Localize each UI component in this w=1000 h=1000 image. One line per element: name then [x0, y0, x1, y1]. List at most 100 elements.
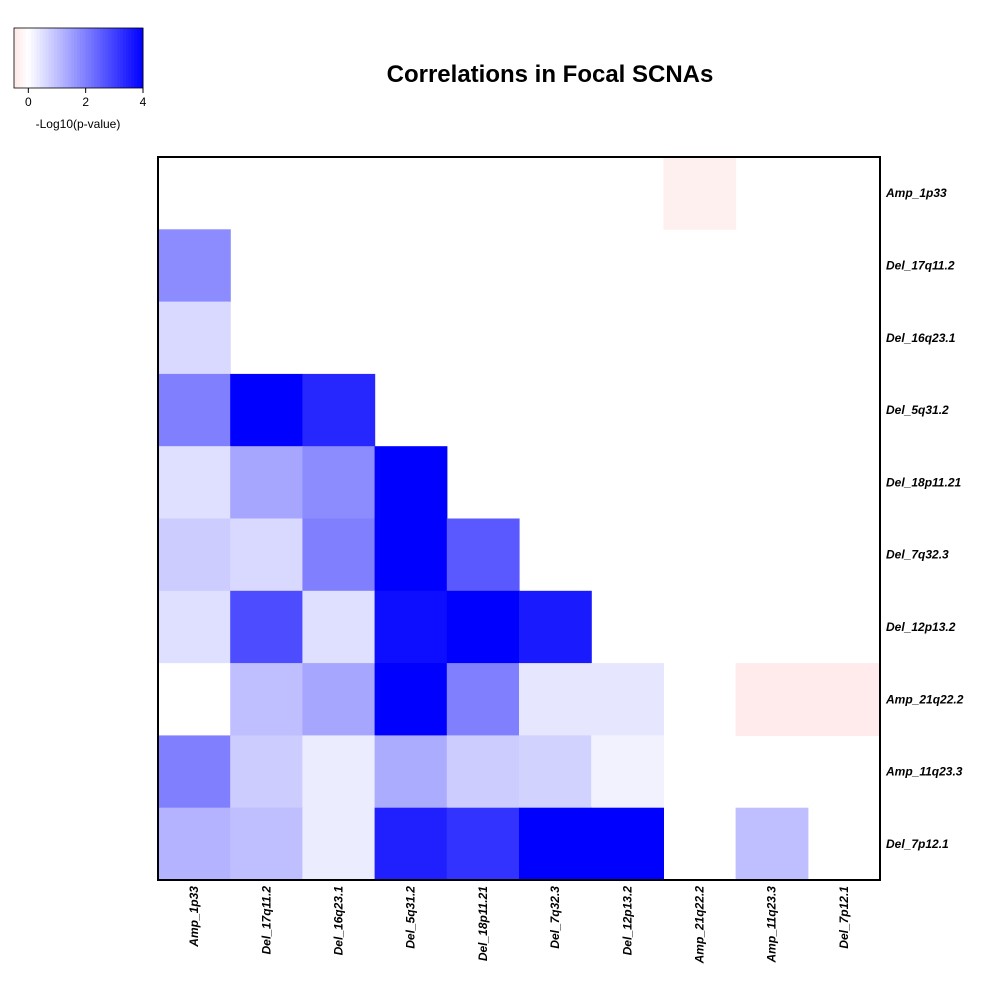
heatmap-cell — [446, 663, 520, 736]
column-label: Del_16q23.1 — [332, 886, 346, 956]
heatmap-cell — [302, 590, 376, 664]
legend-swatch — [105, 28, 110, 88]
legend-swatch — [36, 28, 41, 88]
column-label: Del_17q11.2 — [259, 886, 273, 955]
row-label: Del_7q32.3 — [886, 548, 949, 562]
row-label: Del_16q23.1 — [886, 331, 956, 345]
heatmap-cell — [302, 373, 376, 447]
heatmap-cells — [158, 157, 881, 881]
heatmap-cell — [374, 807, 448, 881]
heatmap-cell — [302, 446, 376, 520]
column-label: Del_12p13.2 — [620, 886, 634, 956]
heatmap-cell — [158, 301, 231, 375]
legend-swatch — [28, 28, 32, 88]
legend-swatch — [39, 28, 44, 88]
heatmap-cell — [807, 663, 881, 736]
heatmap-cell — [302, 663, 376, 736]
legend-swatch — [34, 28, 38, 88]
heatmap-cell — [230, 590, 303, 664]
legend-tick-label: 0 — [25, 95, 32, 109]
heatmap-cell — [230, 373, 303, 447]
legend-swatch — [100, 28, 104, 88]
legend-tick-label: 4 — [140, 95, 147, 109]
heatmap-cell — [230, 663, 303, 736]
row-labels: Amp_1p33 Del_17q11.2 Del_16q23.1 Del_5q31.2… — [885, 186, 964, 851]
heatmap-cell — [158, 446, 231, 520]
legend-label: -Log10(p-value) — [36, 117, 121, 131]
legend-swatch — [108, 28, 112, 88]
legend-swatch — [71, 28, 75, 88]
heatmap-cell — [230, 735, 303, 809]
row-label: Del_18p11.21 — [886, 475, 961, 489]
column-label: Amp_21q22.2 — [693, 886, 707, 965]
legend-swatch — [120, 28, 124, 88]
heatmap-cell — [519, 735, 592, 809]
legend-swatch — [128, 28, 133, 88]
legend-swatch — [77, 28, 81, 88]
heatmap-cell — [302, 807, 376, 881]
legend-ticks: 0 2 4 — [25, 88, 147, 109]
heatmap-cell — [158, 518, 231, 592]
legend-swatch — [22, 28, 26, 88]
legend-swatch — [42, 28, 47, 88]
legend-swatch — [117, 28, 121, 88]
heatmap-cell — [446, 590, 520, 664]
heatmap-cell — [663, 157, 737, 230]
legend-swatch — [140, 28, 144, 88]
column-label: Del_5q31.2 — [404, 886, 418, 949]
heatmap-cell — [230, 446, 303, 520]
row-label: Del_12p13.2 — [886, 620, 956, 634]
heatmap-cell — [302, 518, 376, 592]
heatmap-cell — [519, 590, 592, 664]
column-label: Del_7p12.1 — [837, 886, 851, 949]
column-labels: Amp_1p33 Del_17q11.2 Del_16q23.1 Del_5q31.2… — [187, 886, 851, 965]
heatmap-cell — [446, 735, 520, 809]
column-label: Amp_1p33 — [187, 886, 201, 948]
legend-swatch — [131, 28, 135, 88]
row-label: Del_17q11.2 — [886, 258, 955, 272]
legend-swatch — [82, 28, 87, 88]
heatmap-cell — [374, 663, 448, 736]
heatmap-cell — [374, 446, 448, 520]
legend-swatch — [114, 28, 118, 88]
legend-gradient — [14, 28, 144, 88]
heatmap-cell — [158, 807, 231, 881]
heatmap-cell — [230, 518, 303, 592]
legend-border — [13, 27, 144, 89]
heatmap-cell — [158, 373, 231, 447]
color-legend: 0 2 4 -Log10(p-value) — [13, 27, 147, 131]
legend-swatch — [16, 28, 21, 88]
heatmap-cell — [158, 590, 231, 664]
heatmap-cell — [374, 518, 448, 592]
legend-swatch — [19, 28, 24, 88]
legend-swatch — [94, 28, 98, 88]
legend-swatch — [57, 28, 61, 88]
row-label: Del_7p12.1 — [886, 837, 949, 851]
heatmap-cell — [519, 807, 592, 881]
legend-swatch — [134, 28, 138, 88]
heatmap-cell — [374, 590, 448, 664]
heatmap-cell — [302, 735, 376, 809]
legend-swatch — [137, 28, 141, 88]
column-label: Del_7q32.3 — [548, 886, 562, 949]
legend-swatch — [91, 28, 95, 88]
legend-swatch — [45, 28, 49, 88]
heatmap-cell — [158, 229, 231, 303]
legend-swatch — [122, 28, 127, 88]
heatmap-cell — [735, 663, 809, 736]
legend-swatch — [68, 28, 72, 88]
legend-swatch — [97, 28, 101, 88]
plot-border — [157, 156, 881, 881]
legend-swatch — [88, 28, 92, 88]
heatmap-cell — [591, 735, 664, 809]
legend-swatch — [125, 28, 130, 88]
row-label: Amp_21q22.2 — [885, 692, 964, 706]
legend-swatch — [85, 28, 90, 88]
row-label: Amp_1p33 — [885, 186, 947, 200]
legend-swatch — [111, 28, 115, 88]
heatmap-cell — [519, 663, 592, 736]
heatmap-cell — [735, 807, 809, 881]
legend-swatch — [14, 28, 18, 88]
column-label: Del_18p11.21 — [476, 886, 490, 961]
legend-swatch — [74, 28, 78, 88]
